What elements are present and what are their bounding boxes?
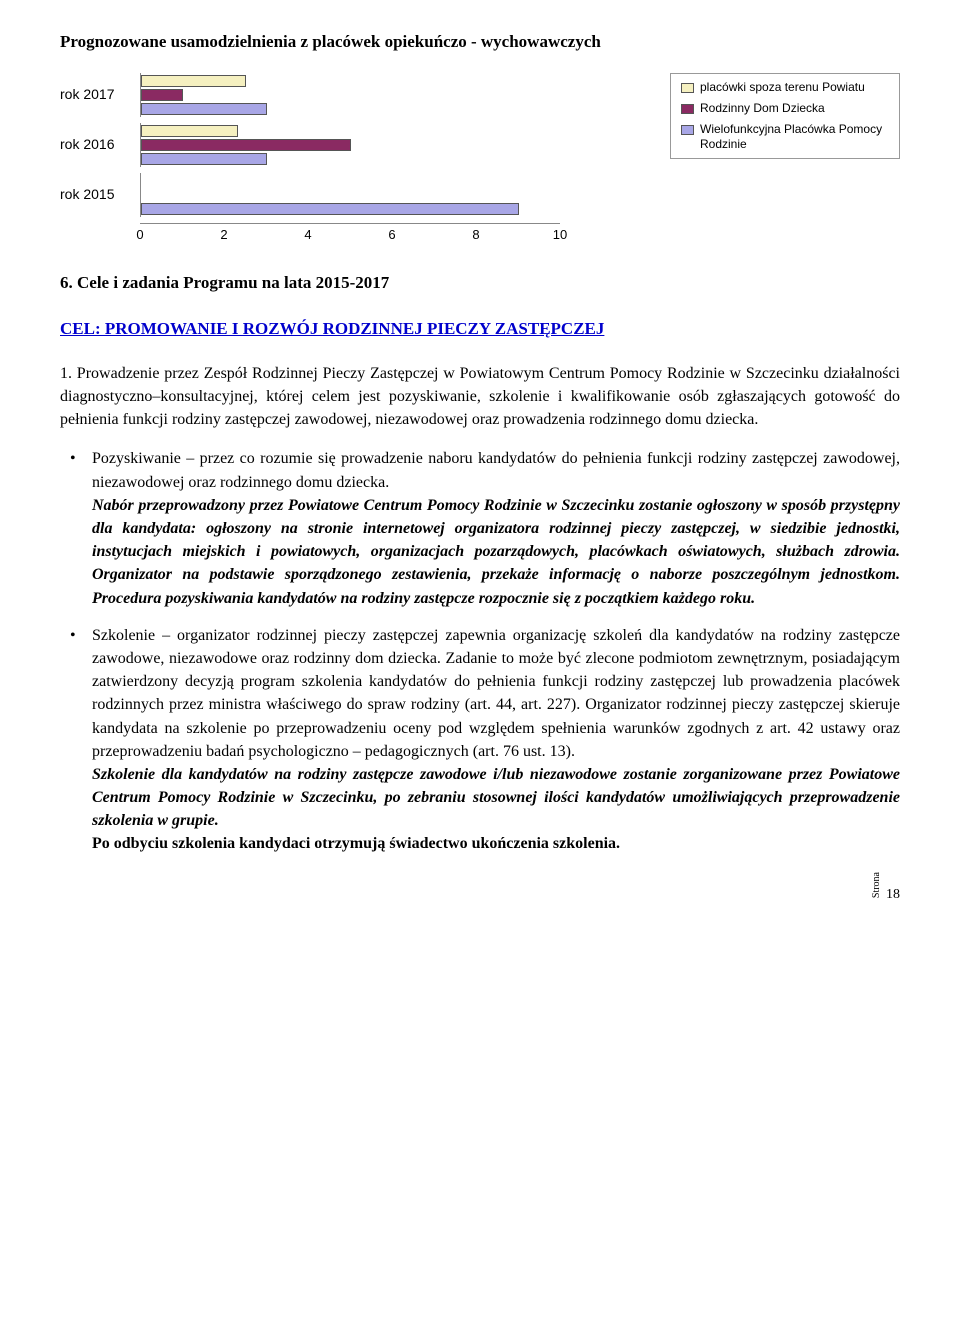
chart-row: rok 2015 <box>60 173 560 217</box>
intro-paragraph: 1. Prowadzenie przez Zespół Rodzinnej Pi… <box>60 362 900 432</box>
section-heading: 6. Cele i zadania Programu na lata 2015-… <box>60 271 900 296</box>
chart-xtick: 6 <box>388 226 395 245</box>
chart-ylabel: rok 2016 <box>60 134 140 154</box>
chart-xtick: 0 <box>136 226 143 245</box>
legend-item: Wielofunkcyjna Placówka Pomocy Rodzinie <box>681 122 889 152</box>
page-number: 18 <box>886 887 900 902</box>
legend-swatch <box>681 125 694 135</box>
chart-bar <box>141 139 351 151</box>
footer-label: Strona <box>870 872 885 898</box>
bullet1-lead: Pozyskiwanie – przez co rozumie się prow… <box>92 450 900 490</box>
chart-xtick: 10 <box>553 226 567 245</box>
cel-heading: CEL: PROMOWANIE I ROZWÓJ RODZINNEJ PIECZ… <box>60 317 900 342</box>
chart-xtick: 4 <box>304 226 311 245</box>
bullet1-italic: Nabór przeprowadzony przez Powiatowe Cen… <box>92 497 900 607</box>
chart-row: rok 2016 <box>60 123 560 167</box>
chart-xaxis: 0246810 <box>140 223 560 247</box>
bullet2-bold-tail: Po odbyciu szkolenia kandydaci otrzymują… <box>92 835 620 852</box>
chart-bar <box>141 153 267 165</box>
legend-swatch <box>681 104 694 114</box>
chart-bar <box>141 203 519 215</box>
bullet2-italic1: Szkolenie dla kandydatów na rodziny zast… <box>92 766 900 829</box>
chart-xtick: 2 <box>220 226 227 245</box>
legend-item: Rodzinny Dom Dziecka <box>681 101 889 116</box>
legend-label: placówki spoza terenu Powiatu <box>700 80 865 95</box>
chart-bar <box>141 75 246 87</box>
legend-label: Rodzinny Dom Dziecka <box>700 101 825 116</box>
page-footer: Strona18 <box>60 872 900 905</box>
bullet2-lead: Szkolenie – organizator rodzinnej pieczy… <box>92 627 900 760</box>
chart-bar <box>141 125 238 137</box>
page-title: Prognozowane usamodzielnienia z placówek… <box>60 30 900 55</box>
chart-legend: placówki spoza terenu Powiatu Rodzinny Do… <box>670 73 900 159</box>
bullet-szkolenie: Szkolenie – organizator rodzinnej pieczy… <box>60 624 900 856</box>
forecast-chart: rok 2017 rok 2016 rok 2015 0 2 4 6 8 10 placówki… <box>60 73 900 247</box>
legend-label: Wielofunkcyjna Placówka Pomocy Rodzinie <box>700 122 889 152</box>
bullet-pozyskiwanie: Pozyskiwanie – przez co rozumie się prow… <box>60 447 900 609</box>
chart-ylabel: rok 2017 <box>60 84 140 104</box>
legend-item: placówki spoza terenu Powiatu <box>681 80 889 95</box>
chart-ylabel: rok 2015 <box>60 184 140 204</box>
legend-swatch <box>681 83 694 93</box>
chart-row: rok 2017 <box>60 73 560 117</box>
chart-bar <box>141 89 183 101</box>
chart-bar <box>141 103 267 115</box>
chart-xtick: 8 <box>472 226 479 245</box>
